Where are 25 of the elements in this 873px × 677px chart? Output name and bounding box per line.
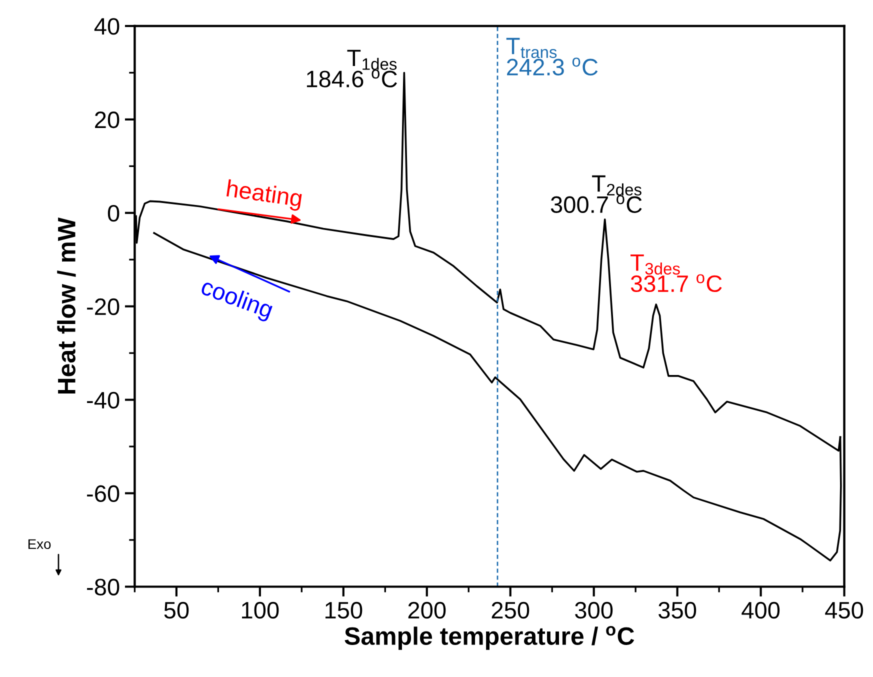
x-tick-label: 400 — [742, 602, 780, 619]
annotation: T$_{2des}$ 300.7 $^{o}$C — [550, 175, 642, 214]
x-tick-label: 350 — [658, 602, 696, 619]
x-tick-label: 50 — [164, 602, 189, 619]
x-tick-label: 200 — [408, 602, 446, 619]
y-tick-label: -80 — [87, 578, 120, 596]
x-tick-label: 150 — [326, 602, 362, 619]
y-tick-label: 0 — [108, 204, 120, 222]
y-tick-label: -20 — [87, 298, 120, 316]
x-tick-label: 250 — [492, 602, 530, 619]
ref-line-label: T$_{trans}$ 242.3 $^{o}$C — [506, 38, 598, 76]
y-tick-label: 40 — [94, 18, 120, 35]
y-axis-title: Heat flow / mW — [57, 217, 76, 394]
annotation: T$_{3des}$ 331.7 $^{o}$C — [630, 254, 722, 292]
x-tick-label: 100 — [242, 602, 279, 619]
x-tick-label: 450 — [825, 602, 864, 619]
annotation: heating — [226, 179, 302, 212]
y-tick-label: -40 — [87, 392, 120, 409]
annotation: cooling — [198, 277, 274, 323]
x-tick-label: 300 — [575, 602, 613, 619]
y-tick-label: 20 — [95, 112, 120, 128]
text: Exo — [28, 539, 51, 550]
annotation: T$_{1des}$ 184.6 $^{o}$C — [306, 50, 397, 88]
y-tick-label: -60 — [87, 485, 120, 502]
x-axis-title: Sample temperature / $^{o}$C — [344, 626, 634, 650]
